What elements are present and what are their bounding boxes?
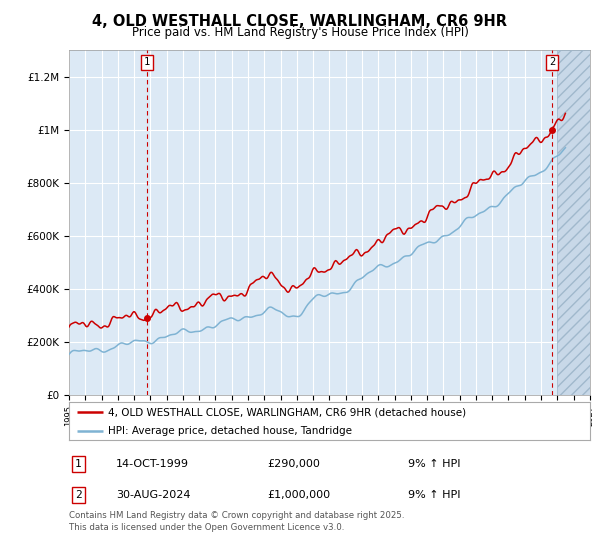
Text: 14-OCT-1999: 14-OCT-1999 [116, 459, 189, 469]
Text: 1: 1 [144, 57, 150, 67]
Text: Price paid vs. HM Land Registry's House Price Index (HPI): Price paid vs. HM Land Registry's House … [131, 26, 469, 39]
Text: 9% ↑ HPI: 9% ↑ HPI [407, 490, 460, 500]
Text: £1,000,000: £1,000,000 [267, 490, 330, 500]
Text: HPI: Average price, detached house, Tandridge: HPI: Average price, detached house, Tand… [108, 426, 352, 436]
Text: £290,000: £290,000 [267, 459, 320, 469]
Text: 4, OLD WESTHALL CLOSE, WARLINGHAM, CR6 9HR: 4, OLD WESTHALL CLOSE, WARLINGHAM, CR6 9… [92, 14, 508, 29]
Text: Contains HM Land Registry data © Crown copyright and database right 2025.
This d: Contains HM Land Registry data © Crown c… [69, 511, 404, 531]
Text: 4, OLD WESTHALL CLOSE, WARLINGHAM, CR6 9HR (detached house): 4, OLD WESTHALL CLOSE, WARLINGHAM, CR6 9… [108, 407, 466, 417]
Text: 2: 2 [75, 490, 82, 500]
Text: 9% ↑ HPI: 9% ↑ HPI [407, 459, 460, 469]
Text: 1: 1 [75, 459, 82, 469]
Text: 2: 2 [549, 57, 555, 67]
Text: 30-AUG-2024: 30-AUG-2024 [116, 490, 190, 500]
